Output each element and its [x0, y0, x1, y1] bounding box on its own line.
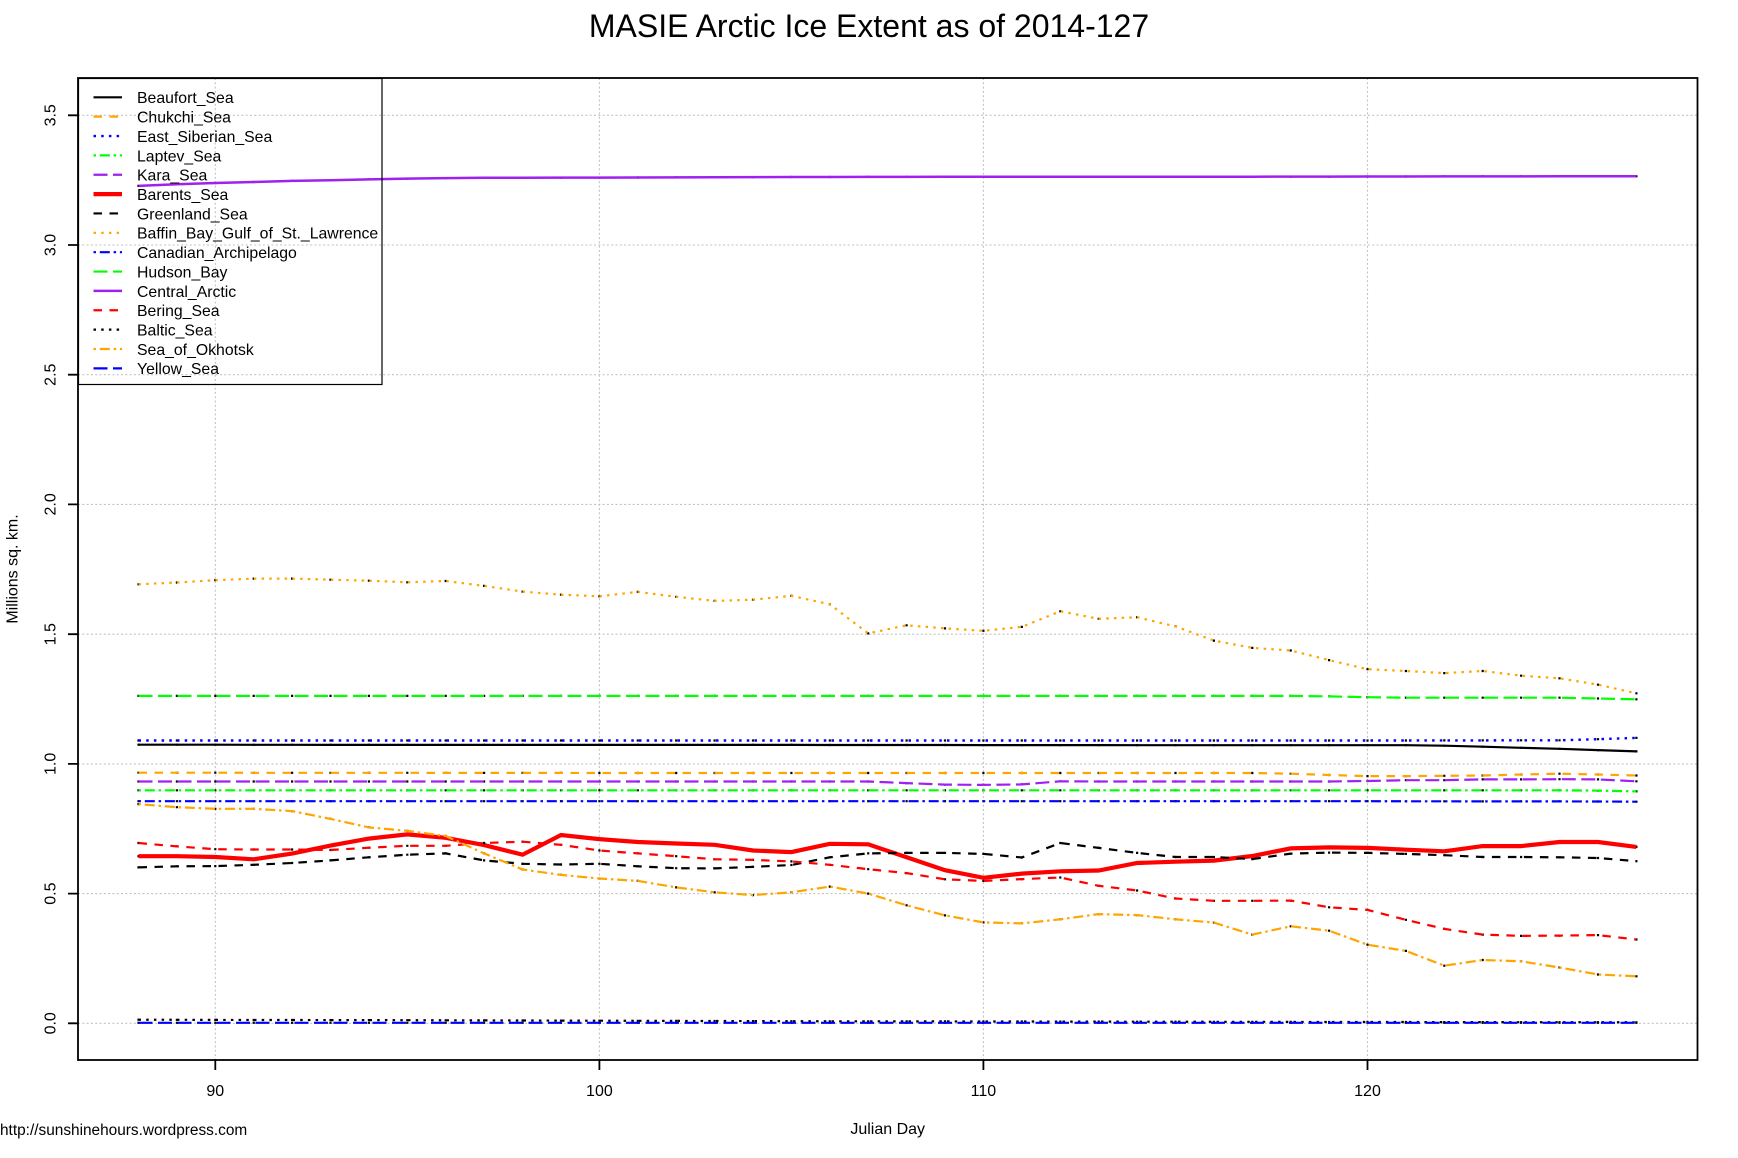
svg-text:Canadian_Archipelago: Canadian_Archipelago [137, 245, 297, 262]
svg-text:3.0: 3.0 [43, 234, 60, 256]
svg-text:1.0: 1.0 [43, 753, 60, 775]
svg-text:2.5: 2.5 [43, 363, 60, 385]
svg-text:Millions sq. km.: Millions sq. km. [5, 514, 22, 623]
svg-text:0.0: 0.0 [43, 1012, 60, 1034]
svg-text:100: 100 [586, 1083, 613, 1100]
svg-text:Baffin_Bay_Gulf_of_St._Lawrenc: Baffin_Bay_Gulf_of_St._Lawrence [137, 226, 378, 243]
svg-text:East_Siberian_Sea: East_Siberian_Sea [137, 129, 272, 146]
svg-text:Sea_of_Okhotsk: Sea_of_Okhotsk [137, 342, 254, 359]
svg-text:Hudson_Bay: Hudson_Bay [137, 264, 228, 281]
svg-text:110: 110 [971, 1083, 997, 1100]
svg-text:Beaufort_Sea: Beaufort_Sea [137, 90, 234, 107]
svg-text:Yellow_Sea: Yellow_Sea [137, 361, 219, 378]
svg-text:0.5: 0.5 [43, 882, 60, 904]
svg-text:Bering_Sea: Bering_Sea [137, 303, 220, 320]
svg-text:90: 90 [206, 1083, 224, 1100]
svg-text:1.5: 1.5 [43, 623, 60, 645]
svg-text:3.5: 3.5 [43, 104, 60, 126]
svg-text:Baltic_Sea: Baltic_Sea [137, 323, 213, 340]
svg-text:Chukchi_Sea: Chukchi_Sea [137, 110, 231, 127]
svg-text:Laptev_Sea: Laptev_Sea [137, 148, 222, 165]
svg-text:Julian Day: Julian Day [850, 1121, 925, 1138]
svg-text:120: 120 [1354, 1083, 1381, 1100]
svg-text:Greenland_Sea: Greenland_Sea [137, 206, 248, 223]
svg-text:http://sunshinehours.wordpress: http://sunshinehours.wordpress.com [0, 1122, 247, 1139]
svg-text:Barents_Sea: Barents_Sea [137, 187, 229, 204]
svg-text:2.0: 2.0 [43, 493, 60, 515]
svg-text:MASIE Arctic Ice Extent as of: MASIE Arctic Ice Extent as of 2014-127 [589, 8, 1149, 44]
svg-text:Central_Arctic: Central_Arctic [137, 284, 236, 301]
svg-text:Kara_Sea: Kara_Sea [137, 168, 207, 185]
